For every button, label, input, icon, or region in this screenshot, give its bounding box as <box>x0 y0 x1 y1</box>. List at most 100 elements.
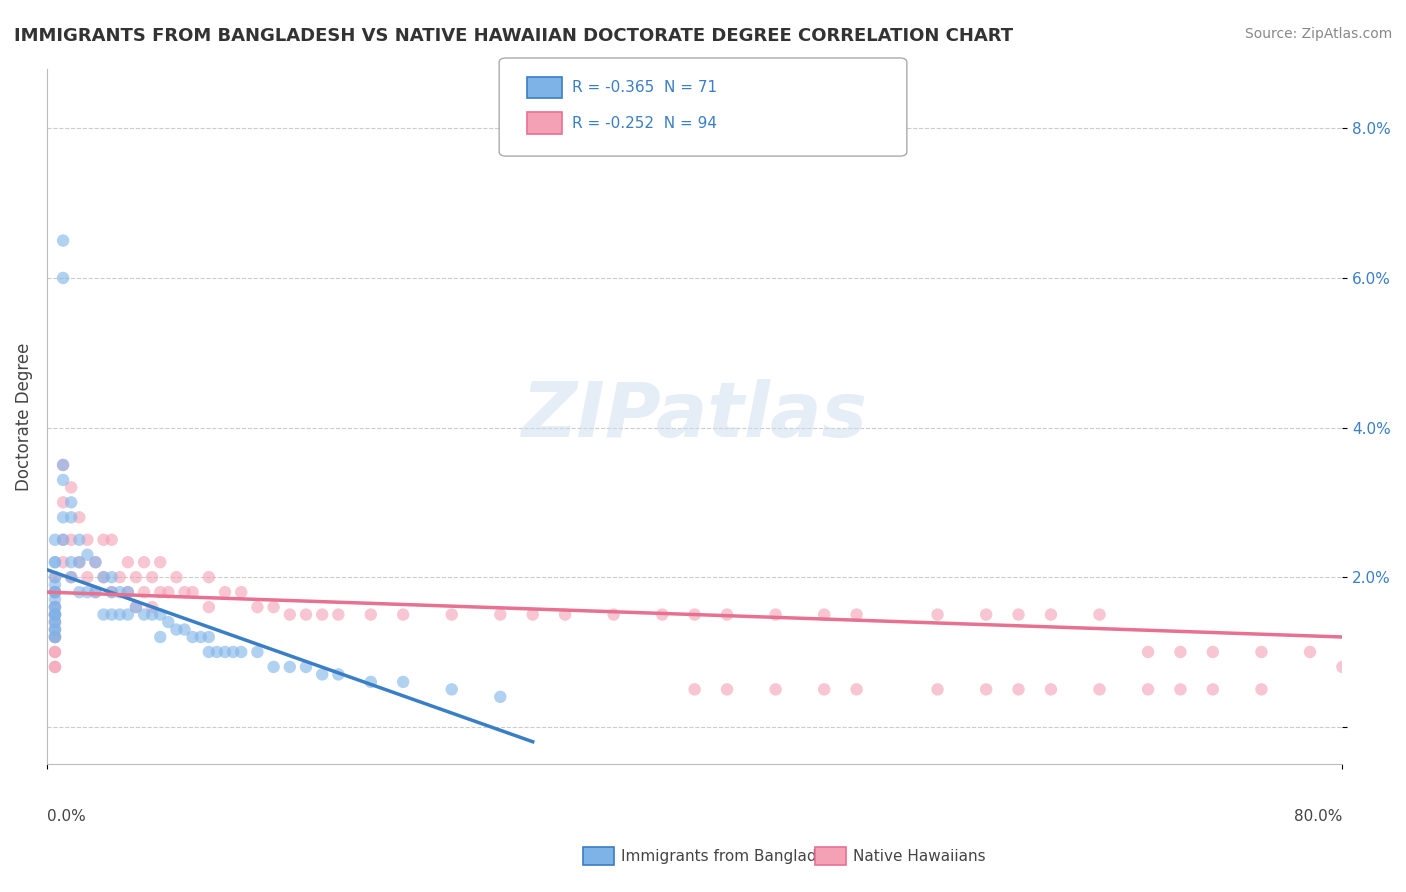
Point <box>125 600 148 615</box>
Text: R = -0.252  N = 94: R = -0.252 N = 94 <box>572 116 717 130</box>
Point <box>52 495 75 509</box>
Point <box>1202 645 1225 659</box>
Point <box>1039 607 1062 622</box>
Point <box>1088 682 1111 697</box>
Point <box>132 607 155 622</box>
Point <box>100 585 122 599</box>
Point <box>813 607 835 622</box>
Text: ZIPatlas: ZIPatlas <box>522 379 868 453</box>
Point <box>67 555 90 569</box>
Point <box>683 607 706 622</box>
Point <box>93 570 115 584</box>
Point <box>60 480 83 494</box>
Point <box>311 607 333 622</box>
Point <box>231 645 253 659</box>
Point <box>52 473 75 487</box>
Point <box>522 607 544 622</box>
Point <box>44 600 66 615</box>
Point <box>1007 607 1029 622</box>
Point <box>295 660 318 674</box>
Point <box>52 271 75 285</box>
Point <box>108 570 131 584</box>
Point <box>76 548 98 562</box>
Point <box>1250 645 1272 659</box>
Point <box>76 570 98 584</box>
Point <box>246 600 269 615</box>
Point <box>1007 682 1029 697</box>
Point <box>44 600 66 615</box>
Point <box>716 607 738 622</box>
Point <box>44 533 66 547</box>
Point <box>295 607 318 622</box>
Text: Native Hawaiians: Native Hawaiians <box>853 849 986 863</box>
Y-axis label: Doctorate Degree: Doctorate Degree <box>15 343 32 491</box>
Point <box>44 645 66 659</box>
Text: R = -0.365  N = 71: R = -0.365 N = 71 <box>572 80 717 95</box>
Point <box>190 630 212 644</box>
Point <box>76 533 98 547</box>
Point <box>93 570 115 584</box>
Point <box>440 682 463 697</box>
Point <box>1170 645 1192 659</box>
Point <box>278 607 301 622</box>
Point <box>149 630 172 644</box>
Point <box>100 585 122 599</box>
Point <box>328 667 350 681</box>
Point <box>125 570 148 584</box>
Point <box>246 645 269 659</box>
Point <box>489 690 512 704</box>
Point <box>392 674 415 689</box>
Point <box>44 645 66 659</box>
Point <box>67 585 90 599</box>
Point <box>44 607 66 622</box>
Point <box>263 600 285 615</box>
Point <box>60 555 83 569</box>
Point <box>141 570 163 584</box>
Point <box>360 607 382 622</box>
Point <box>67 510 90 524</box>
Point <box>125 600 148 615</box>
Point <box>1088 607 1111 622</box>
Point <box>132 585 155 599</box>
Point <box>100 570 122 584</box>
Point <box>117 555 139 569</box>
Text: IMMIGRANTS FROM BANGLADESH VS NATIVE HAWAIIAN DOCTORATE DEGREE CORRELATION CHART: IMMIGRANTS FROM BANGLADESH VS NATIVE HAW… <box>14 27 1014 45</box>
Point <box>60 570 83 584</box>
Point <box>117 585 139 599</box>
Point <box>44 607 66 622</box>
Point <box>149 607 172 622</box>
Point <box>974 607 997 622</box>
Point <box>44 585 66 599</box>
Point <box>44 615 66 629</box>
Point <box>52 458 75 472</box>
Point <box>44 623 66 637</box>
Point <box>173 585 195 599</box>
Point <box>927 607 949 622</box>
Point <box>173 623 195 637</box>
Point <box>392 607 415 622</box>
Point <box>205 645 228 659</box>
Point <box>716 682 738 697</box>
Point <box>84 555 107 569</box>
Point <box>93 533 115 547</box>
Text: Immigrants from Bangladesh: Immigrants from Bangladesh <box>621 849 844 863</box>
Point <box>602 607 624 622</box>
Point <box>67 533 90 547</box>
Point <box>44 630 66 644</box>
Point <box>1137 645 1160 659</box>
Text: 0.0%: 0.0% <box>46 809 86 824</box>
Point <box>44 660 66 674</box>
Point <box>1202 682 1225 697</box>
Point <box>44 570 66 584</box>
Point <box>44 585 66 599</box>
Point <box>845 682 868 697</box>
Point <box>1137 682 1160 697</box>
Point <box>360 674 382 689</box>
Point <box>84 555 107 569</box>
Point <box>927 682 949 697</box>
Point <box>813 682 835 697</box>
Point <box>157 585 180 599</box>
Point <box>52 555 75 569</box>
Point <box>44 585 66 599</box>
Point <box>765 607 787 622</box>
